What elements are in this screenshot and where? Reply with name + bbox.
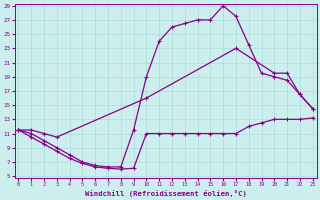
X-axis label: Windchill (Refroidissement éolien,°C): Windchill (Refroidissement éolien,°C): [85, 190, 246, 197]
